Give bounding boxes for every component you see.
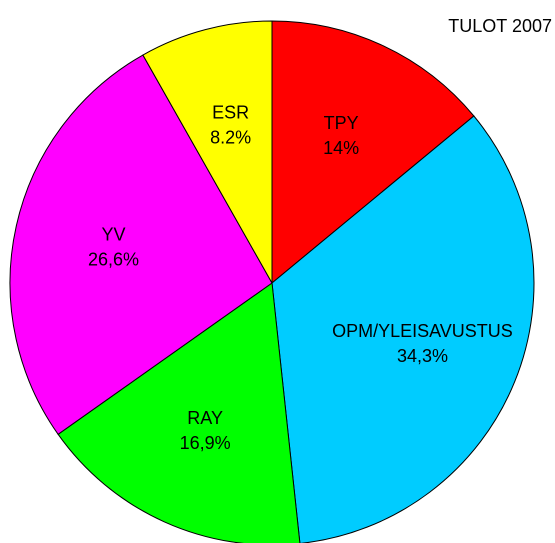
slice-value-label: 14% xyxy=(323,138,359,158)
slice-value-label: 8.2% xyxy=(210,128,251,148)
pie-slice xyxy=(142,20,273,285)
slice-label: TPY xyxy=(324,113,359,133)
pie-slice xyxy=(271,115,535,543)
chart-title: TULOT 2007 xyxy=(448,16,552,36)
slice-label: YV xyxy=(101,224,125,244)
slice-value-label: 34,3% xyxy=(397,346,448,366)
slice-value-label: 26,6% xyxy=(88,249,139,269)
pie-slice xyxy=(271,20,475,285)
slice-label: OPM/YLEISAVUSTUS xyxy=(332,321,513,341)
slice-label: ESR xyxy=(212,103,249,123)
slice-value-label: 16,9% xyxy=(180,433,231,453)
pie-slice xyxy=(57,282,301,543)
pie-slice xyxy=(9,54,273,436)
slice-label: RAY xyxy=(187,408,223,428)
